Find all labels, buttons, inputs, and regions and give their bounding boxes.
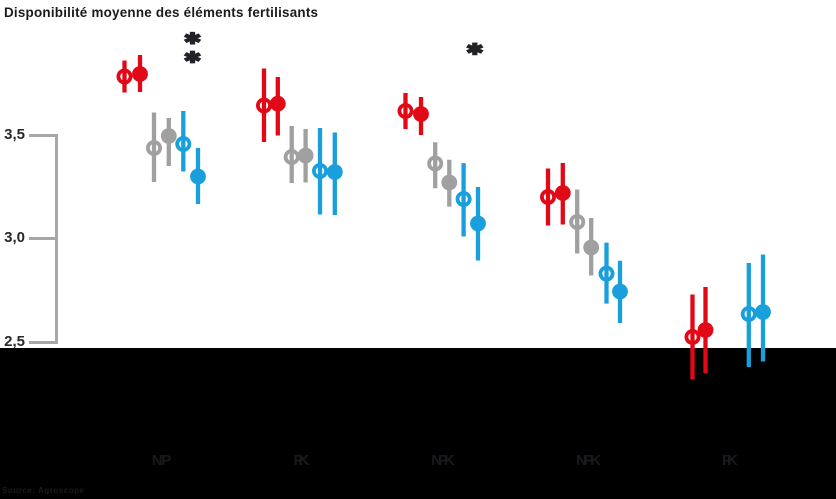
svg-text:3,5: 3,5	[4, 126, 25, 143]
svg-text:PK: PK	[722, 452, 738, 469]
svg-text:3,0: 3,0	[4, 229, 25, 246]
svg-text:2,5: 2,5	[4, 333, 25, 350]
svg-text:NPK: NPK	[576, 452, 601, 469]
svg-text:NPK: NPK	[431, 452, 455, 469]
svg-text:PK: PK	[294, 452, 310, 469]
svg-text:Disponibilité moyenne des élém: Disponibilité moyenne des éléments ferti…	[4, 5, 318, 20]
svg-text:NP: NP	[152, 452, 172, 469]
svg-text:Source: Agroscope: Source: Agroscope	[2, 486, 85, 495]
